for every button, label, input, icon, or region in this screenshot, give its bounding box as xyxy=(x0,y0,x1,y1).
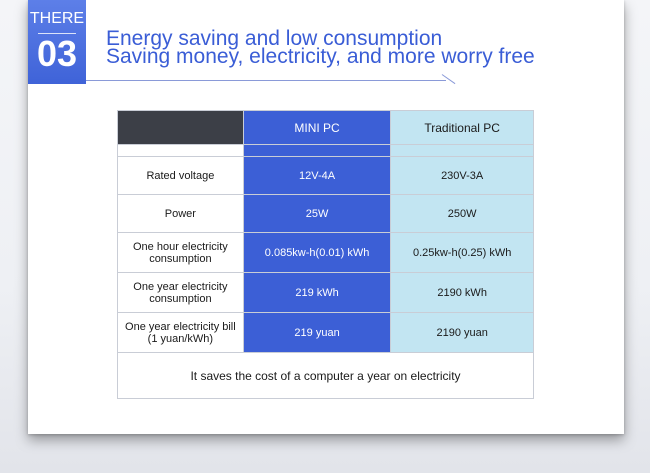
header-traditional-pc: Traditional PC xyxy=(390,110,534,145)
row-label: One hour electricity consumption xyxy=(117,232,244,273)
section-badge: THERE 03 xyxy=(28,0,86,84)
title-line-2: Saving money, electricity, and more worr… xyxy=(106,45,535,68)
row-label: Rated voltage xyxy=(117,156,244,195)
section-title: Energy saving and low consumption Saving… xyxy=(106,27,606,68)
header-mini-pc: MINI PC xyxy=(242,110,392,145)
comparison-table: MINI PC Traditional PC Rated voltage 12V… xyxy=(117,110,534,399)
mini-pc-value: 0.085kw-h(0.01) kWh xyxy=(242,232,392,273)
title-underline xyxy=(86,80,446,81)
mini-pc-value: 12V-4A xyxy=(242,156,392,195)
mini-pc-value: 25W xyxy=(242,194,392,233)
badge-word: THERE xyxy=(29,10,85,27)
traditional-pc-value: 250W xyxy=(390,194,534,233)
header-blank xyxy=(117,110,244,145)
table-footer-row: It saves the cost of a computer a year o… xyxy=(117,352,534,399)
savings-note: It saves the cost of a computer a year o… xyxy=(117,352,534,399)
row-label: One year electricity bill (1 yuan/kWh) xyxy=(117,312,244,353)
table-row: Rated voltage 12V-4A 230V-3A xyxy=(117,156,534,195)
row-label: One year electricity consumption xyxy=(117,272,244,313)
spacer-cell xyxy=(242,144,392,157)
traditional-pc-value: 230V-3A xyxy=(390,156,534,195)
spacer-cell xyxy=(390,144,534,157)
traditional-pc-value: 2190 kWh xyxy=(390,272,534,313)
table-header-row: MINI PC Traditional PC xyxy=(117,110,534,145)
traditional-pc-value: 0.25kw-h(0.25) kWh xyxy=(390,232,534,273)
table-row: One year electricity consumption 219 kWh… xyxy=(117,272,534,313)
traditional-pc-value: 2190 yuan xyxy=(390,312,534,353)
mini-pc-value: 219 kWh xyxy=(242,272,392,313)
table-row: One hour electricity consumption 0.085kw… xyxy=(117,232,534,273)
spacer-cell xyxy=(117,144,244,157)
badge-number: 03 xyxy=(36,33,78,74)
mini-pc-value: 219 yuan xyxy=(242,312,392,353)
table-spacer-row xyxy=(117,144,534,157)
table-row: Power 25W 250W xyxy=(117,194,534,233)
table-row: One year electricity bill (1 yuan/kWh) 2… xyxy=(117,312,534,353)
row-label: Power xyxy=(117,194,244,233)
title-line-1: Energy saving and low consumption xyxy=(106,27,443,50)
badge-divider xyxy=(38,33,76,34)
